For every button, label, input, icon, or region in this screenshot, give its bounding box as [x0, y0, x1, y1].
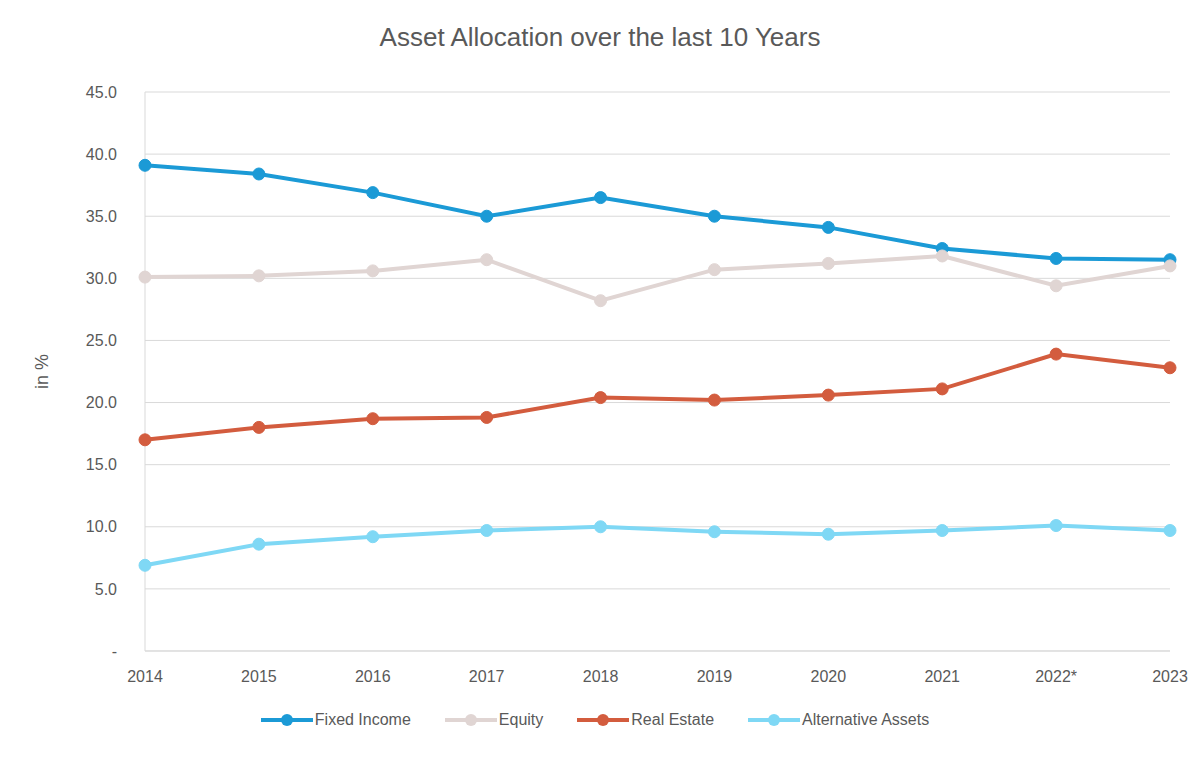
html-text:Real Estate: Real Estate	[631, 711, 714, 728]
svg-text:2014: 2014	[127, 668, 163, 685]
html-text:Alternative Assets: Alternative Assets	[802, 711, 930, 728]
svg-text:2017: 2017	[469, 668, 505, 685]
html-text:Fixed Income: Fixed Income	[314, 711, 411, 728]
svg-text:40.0: 40.0	[86, 146, 117, 163]
svg-text:2022*: 2022*	[1035, 668, 1077, 685]
svg-text:15.0: 15.0	[86, 456, 117, 473]
html-text:Equity: Equity	[498, 711, 544, 728]
svg-text:25.0: 25.0	[86, 332, 117, 349]
svg-text:20.0: 20.0	[86, 394, 117, 411]
svg-text:35.0: 35.0	[86, 208, 117, 225]
svg-text:10.0: 10.0	[86, 518, 117, 535]
svg-text:2018: 2018	[583, 668, 619, 685]
svg-text:2023: 2023	[1152, 668, 1188, 685]
svg-text:2015: 2015	[241, 668, 277, 685]
html-text:Asset Allocation over the last: Asset Allocation over the last 10 Years	[379, 22, 821, 52]
svg-text:2016: 2016	[355, 668, 391, 685]
svg-text:-: -	[112, 643, 117, 660]
svg-text:in %: in %	[32, 354, 52, 389]
svg-text:5.0: 5.0	[95, 581, 117, 598]
svg-text:2020: 2020	[811, 668, 847, 685]
svg-text:45.0: 45.0	[86, 84, 117, 101]
svg-text:2019: 2019	[697, 668, 733, 685]
svg-text:2021: 2021	[924, 668, 960, 685]
svg-text:30.0: 30.0	[86, 270, 117, 287]
